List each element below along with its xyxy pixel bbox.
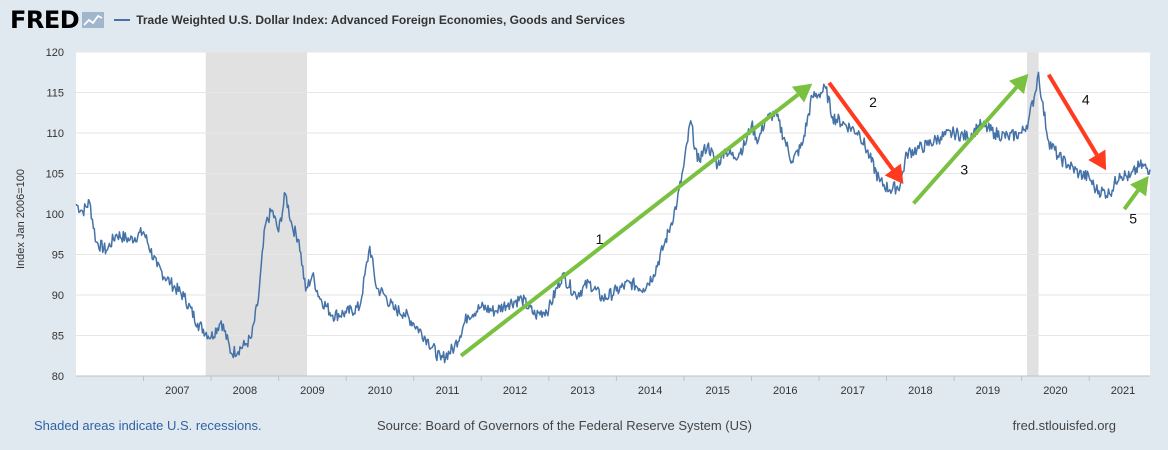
y-tick-label: 110 <box>46 128 64 140</box>
x-tick-label: 2008 <box>233 385 257 397</box>
trend-arrow-4 <box>1046 73 1099 156</box>
y-tick-label: 120 <box>46 47 64 59</box>
x-tick-label: 2014 <box>638 385 662 397</box>
chart-header: FRED Trade Weighted U.S. Dollar Index: A… <box>10 6 625 34</box>
y-axis: 80 85 90 95 100 105 110 115 120 <box>46 47 64 383</box>
annotation-layer: 1 2 3 4 5 <box>459 73 1149 358</box>
fred-logo[interactable]: FRED <box>10 6 80 34</box>
annotation-label-3: 3 <box>960 161 968 177</box>
x-tick-label: 2019 <box>976 385 1000 397</box>
x-tick-label: 2017 <box>841 385 865 397</box>
y-tick-label: 115 <box>46 88 64 100</box>
annotation-label-5: 5 <box>1129 211 1137 227</box>
y-tick-label: 95 <box>52 250 64 262</box>
x-tick-label: 2015 <box>705 385 729 397</box>
annotation-label-4: 4 <box>1082 92 1090 108</box>
y-axis-label: Index Jan 2006=100 <box>15 169 27 269</box>
x-tick-label: 2007 <box>165 385 189 397</box>
y-tick-label: 105 <box>46 169 64 181</box>
y-tick-label: 90 <box>52 290 64 302</box>
y-tick-label: 80 <box>52 371 64 383</box>
x-tick-label: 2021 <box>1111 385 1135 397</box>
y-tick-label: 85 <box>52 331 64 343</box>
y-tick-label: 100 <box>46 209 64 221</box>
trend-arrow-head-2 <box>884 163 904 185</box>
trend-arrow-1 <box>459 93 800 358</box>
trend-arrow-3 <box>912 86 1018 205</box>
site-link[interactable]: fred.stlouisfed.org <box>1012 418 1116 433</box>
annotation-label-2: 2 <box>869 94 877 110</box>
x-tick-label: 2018 <box>908 385 932 397</box>
x-tick-label: 2020 <box>1043 385 1067 397</box>
fred-chart-icon <box>82 12 105 28</box>
trend-arrow-head-1 <box>791 83 813 103</box>
x-tick-label: 2012 <box>503 385 527 397</box>
annotation-label-1: 1 <box>596 231 604 247</box>
x-axis: 2007 2008 2009 2010 2011 2012 2013 2014 2015 2016… <box>76 375 1150 397</box>
x-tick-label: 2013 <box>570 385 594 397</box>
trend-arrow-head-5 <box>1129 175 1149 197</box>
trend-arrow-2 <box>827 81 895 171</box>
trend-arrow-head-4 <box>1088 149 1107 171</box>
x-tick-label: 2016 <box>773 385 797 397</box>
trend-arrow-head-3 <box>1008 73 1029 94</box>
x-tick-label: 2009 <box>300 385 324 397</box>
x-tick-label: 2010 <box>368 385 392 397</box>
line-chart[interactable]: 80 85 90 95 100 105 110 115 120 2007 2008 2009 2010… <box>0 38 1168 410</box>
source-note: Source: Board of Governors of the Federa… <box>377 418 752 433</box>
recession-note[interactable]: Shaded areas indicate U.S. recessions. <box>34 418 262 433</box>
trend-arrow-5 <box>1122 189 1140 211</box>
series-title[interactable]: Trade Weighted U.S. Dollar Index: Advanc… <box>136 13 625 27</box>
x-tick-label: 2011 <box>436 385 460 397</box>
legend-line-swatch <box>114 19 131 21</box>
